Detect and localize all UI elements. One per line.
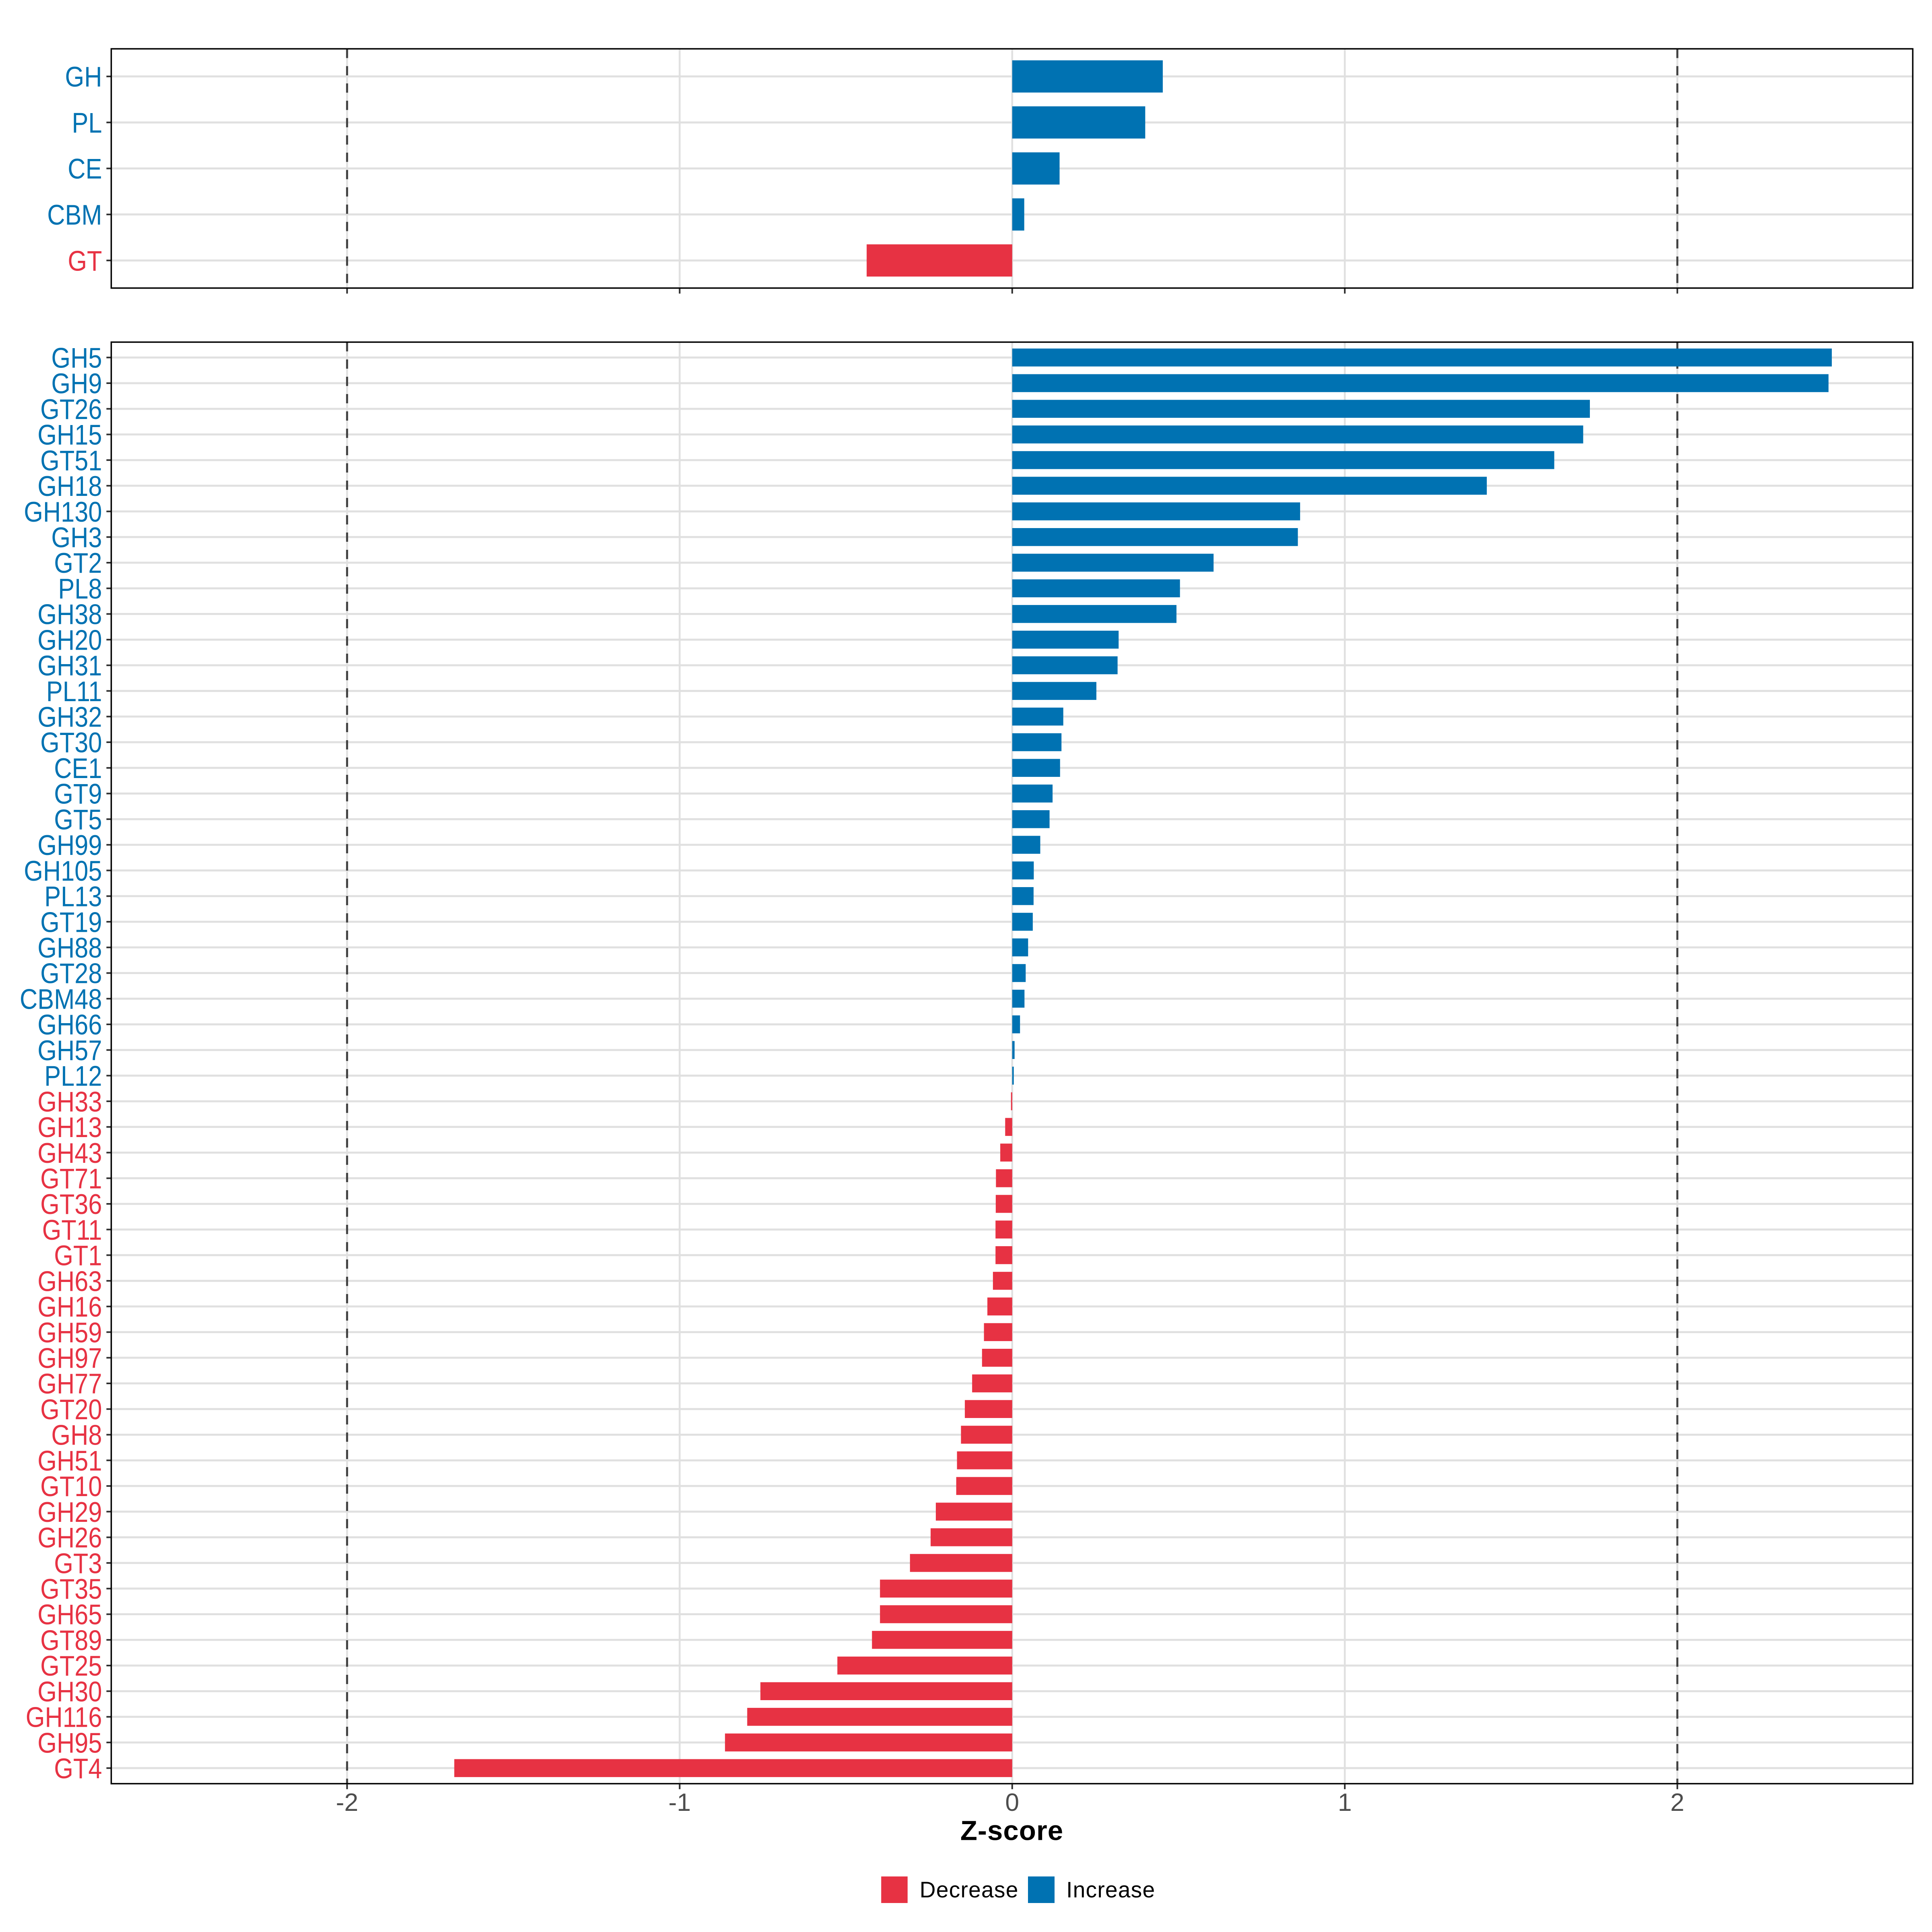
svg-text:GH63: GH63 xyxy=(37,1265,102,1297)
svg-text:GT3: GT3 xyxy=(54,1548,102,1579)
svg-text:GT51: GT51 xyxy=(40,445,102,477)
svg-text:GT28: GT28 xyxy=(40,958,102,990)
svg-text:GH99: GH99 xyxy=(37,830,102,861)
svg-text:GT35: GT35 xyxy=(40,1573,102,1605)
svg-text:GH43: GH43 xyxy=(37,1137,102,1169)
svg-text:GH18: GH18 xyxy=(37,471,102,502)
svg-text:GH9: GH9 xyxy=(51,368,102,400)
svg-text:PL13: PL13 xyxy=(44,881,102,913)
svg-text:GT11: GT11 xyxy=(42,1214,102,1246)
svg-text:GT71: GT71 xyxy=(40,1163,102,1195)
svg-text:GT1: GT1 xyxy=(54,1240,102,1272)
svg-text:GH66: GH66 xyxy=(37,1009,102,1041)
svg-text:GH116: GH116 xyxy=(26,1702,102,1734)
svg-text:1: 1 xyxy=(1338,1788,1352,1816)
svg-text:0: 0 xyxy=(1005,1788,1019,1816)
svg-text:GT: GT xyxy=(68,245,102,277)
svg-text:-2: -2 xyxy=(336,1788,359,1816)
svg-text:Z-score: Z-score xyxy=(960,1815,1063,1846)
svg-text:GH15: GH15 xyxy=(37,419,102,451)
svg-text:GT2: GT2 xyxy=(54,547,102,579)
svg-text:PL11: PL11 xyxy=(46,676,102,708)
svg-text:Increase: Increase xyxy=(1066,1877,1155,1902)
svg-text:GH77: GH77 xyxy=(37,1368,102,1400)
svg-text:GH33: GH33 xyxy=(37,1086,102,1118)
svg-text:GH3: GH3 xyxy=(51,522,102,554)
svg-text:GH51: GH51 xyxy=(37,1445,102,1477)
svg-text:GH: GH xyxy=(65,61,102,93)
svg-text:-1: -1 xyxy=(669,1788,691,1816)
svg-text:GH8: GH8 xyxy=(51,1420,102,1451)
svg-text:PL: PL xyxy=(72,107,102,139)
svg-text:GT20: GT20 xyxy=(40,1394,102,1426)
svg-text:GH38: GH38 xyxy=(37,599,102,631)
svg-text:PL12: PL12 xyxy=(44,1061,102,1092)
svg-text:GH30: GH30 xyxy=(37,1676,102,1708)
svg-text:PL8: PL8 xyxy=(58,573,102,605)
svg-text:GH20: GH20 xyxy=(37,624,102,656)
svg-text:GT4: GT4 xyxy=(54,1753,102,1785)
svg-text:GH88: GH88 xyxy=(37,932,102,964)
svg-text:GT89: GT89 xyxy=(40,1624,102,1656)
svg-text:CBM: CBM xyxy=(47,199,102,231)
svg-text:CE: CE xyxy=(68,153,102,185)
svg-text:GH26: GH26 xyxy=(37,1522,102,1554)
svg-text:CE1: CE1 xyxy=(54,753,102,784)
svg-text:GH13: GH13 xyxy=(37,1112,102,1144)
svg-text:GT19: GT19 xyxy=(40,906,102,938)
svg-text:Decrease: Decrease xyxy=(920,1877,1019,1902)
svg-text:GH97: GH97 xyxy=(37,1343,102,1375)
svg-text:GT5: GT5 xyxy=(54,804,102,836)
svg-text:GT25: GT25 xyxy=(40,1650,102,1682)
svg-text:GH95: GH95 xyxy=(37,1727,102,1759)
svg-text:GT10: GT10 xyxy=(40,1471,102,1503)
svg-text:2: 2 xyxy=(1670,1788,1684,1816)
svg-text:GT30: GT30 xyxy=(40,727,102,759)
svg-text:CBM48: CBM48 xyxy=(20,983,102,1015)
svg-text:GH29: GH29 xyxy=(37,1496,102,1528)
svg-text:GT26: GT26 xyxy=(40,394,102,425)
svg-text:GH31: GH31 xyxy=(37,650,102,682)
svg-text:GH57: GH57 xyxy=(37,1035,102,1067)
svg-text:GH5: GH5 xyxy=(51,342,102,374)
svg-text:GH130: GH130 xyxy=(24,496,102,528)
svg-text:GH32: GH32 xyxy=(37,702,102,733)
svg-text:GT9: GT9 xyxy=(54,778,102,810)
svg-text:GH65: GH65 xyxy=(37,1599,102,1631)
svg-text:GH59: GH59 xyxy=(37,1317,102,1349)
svg-text:GH16: GH16 xyxy=(37,1291,102,1323)
svg-text:GT36: GT36 xyxy=(40,1189,102,1220)
svg-text:GH105: GH105 xyxy=(24,855,102,887)
